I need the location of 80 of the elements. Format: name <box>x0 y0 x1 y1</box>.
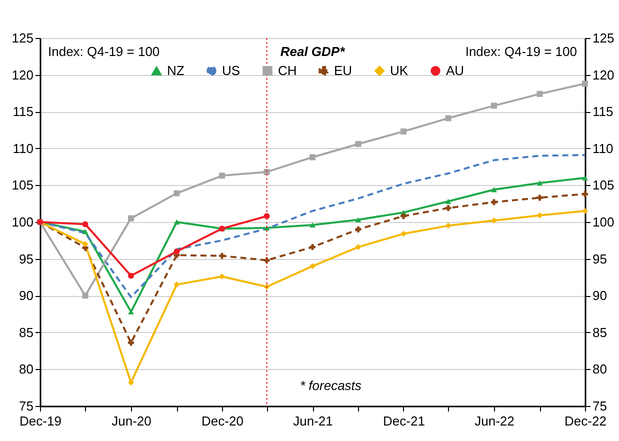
point <box>219 252 225 259</box>
x-tick-label: Jun-20 <box>112 414 152 428</box>
annotation: Index: Q4-19 = 100 <box>48 44 160 59</box>
point <box>355 226 362 232</box>
point <box>174 190 180 196</box>
y-tick-label: 75 <box>19 398 34 414</box>
point <box>491 218 497 224</box>
point <box>400 213 406 220</box>
point <box>536 90 543 97</box>
y2-tick-label: 75 <box>592 398 607 414</box>
y2-tick-label: 120 <box>592 67 614 82</box>
point <box>128 340 134 346</box>
y2-tick-label: 100 <box>592 214 614 230</box>
point <box>219 172 225 179</box>
point <box>310 263 316 270</box>
point <box>536 194 543 201</box>
point <box>82 228 88 234</box>
point <box>174 248 180 254</box>
x-tick-label: Dec-21 <box>383 414 425 428</box>
point <box>310 154 316 160</box>
point <box>174 219 180 225</box>
chart-title: Real GDP* <box>280 44 346 59</box>
point <box>491 199 497 206</box>
legend-label: UK <box>390 62 408 78</box>
point <box>536 180 543 186</box>
point <box>491 102 497 109</box>
point <box>445 222 452 229</box>
y-tick-label: 120 <box>12 67 34 82</box>
point <box>264 168 270 175</box>
annotation: Index: Q4-19 = 100 <box>465 44 577 59</box>
point <box>445 198 452 204</box>
y2-tick-label: 110 <box>592 140 614 156</box>
point <box>82 221 88 228</box>
legend-label: NZ <box>167 63 184 78</box>
y2-tick-label: 125 <box>592 30 614 46</box>
y-tick-label: 100 <box>12 214 34 230</box>
point <box>219 273 225 280</box>
x-tick-label: Dec-22 <box>564 414 606 428</box>
x-tick-label: Dec-20 <box>202 414 244 428</box>
point <box>128 309 134 314</box>
y2-tick-label: 85 <box>592 324 607 340</box>
point <box>355 140 362 147</box>
point <box>582 208 588 214</box>
point <box>82 292 88 299</box>
legend-label: CH <box>278 62 297 78</box>
point <box>128 272 134 279</box>
point <box>445 205 452 212</box>
point <box>400 230 406 237</box>
y-tick-label: 90 <box>19 288 34 304</box>
y-tick-label: 105 <box>12 178 34 193</box>
x-tick-label: Jun-22 <box>474 414 514 428</box>
point <box>582 175 588 180</box>
point <box>82 241 88 248</box>
x-tick-label: Dec-19 <box>20 414 62 428</box>
y-tick-label: 110 <box>12 140 34 156</box>
legend-label: EU <box>334 62 352 78</box>
point <box>355 244 362 250</box>
y2-tick-label: 90 <box>592 288 607 304</box>
y-tick-label: 80 <box>19 362 34 377</box>
point <box>128 379 134 386</box>
point <box>128 215 134 222</box>
legend-label: AU <box>446 62 464 78</box>
y2-tick-label: 105 <box>592 178 614 193</box>
point <box>400 128 406 134</box>
point <box>355 217 362 222</box>
y2-tick-label: 95 <box>592 251 607 266</box>
point <box>582 80 588 87</box>
legend-label: US <box>222 62 240 78</box>
point <box>445 115 452 122</box>
point <box>174 282 180 288</box>
x-tick-label: Jun-21 <box>293 414 333 428</box>
y2-tick-label: 115 <box>592 104 614 120</box>
y-tick-label: 115 <box>12 104 34 120</box>
y-tick-label: 85 <box>19 324 34 340</box>
y-tick-label: 125 <box>12 30 34 46</box>
y-tick-label: 95 <box>19 251 34 266</box>
y2-tick-label: 80 <box>592 362 607 377</box>
annotation: * forecasts <box>300 378 362 393</box>
point <box>491 187 497 192</box>
point <box>310 222 316 228</box>
